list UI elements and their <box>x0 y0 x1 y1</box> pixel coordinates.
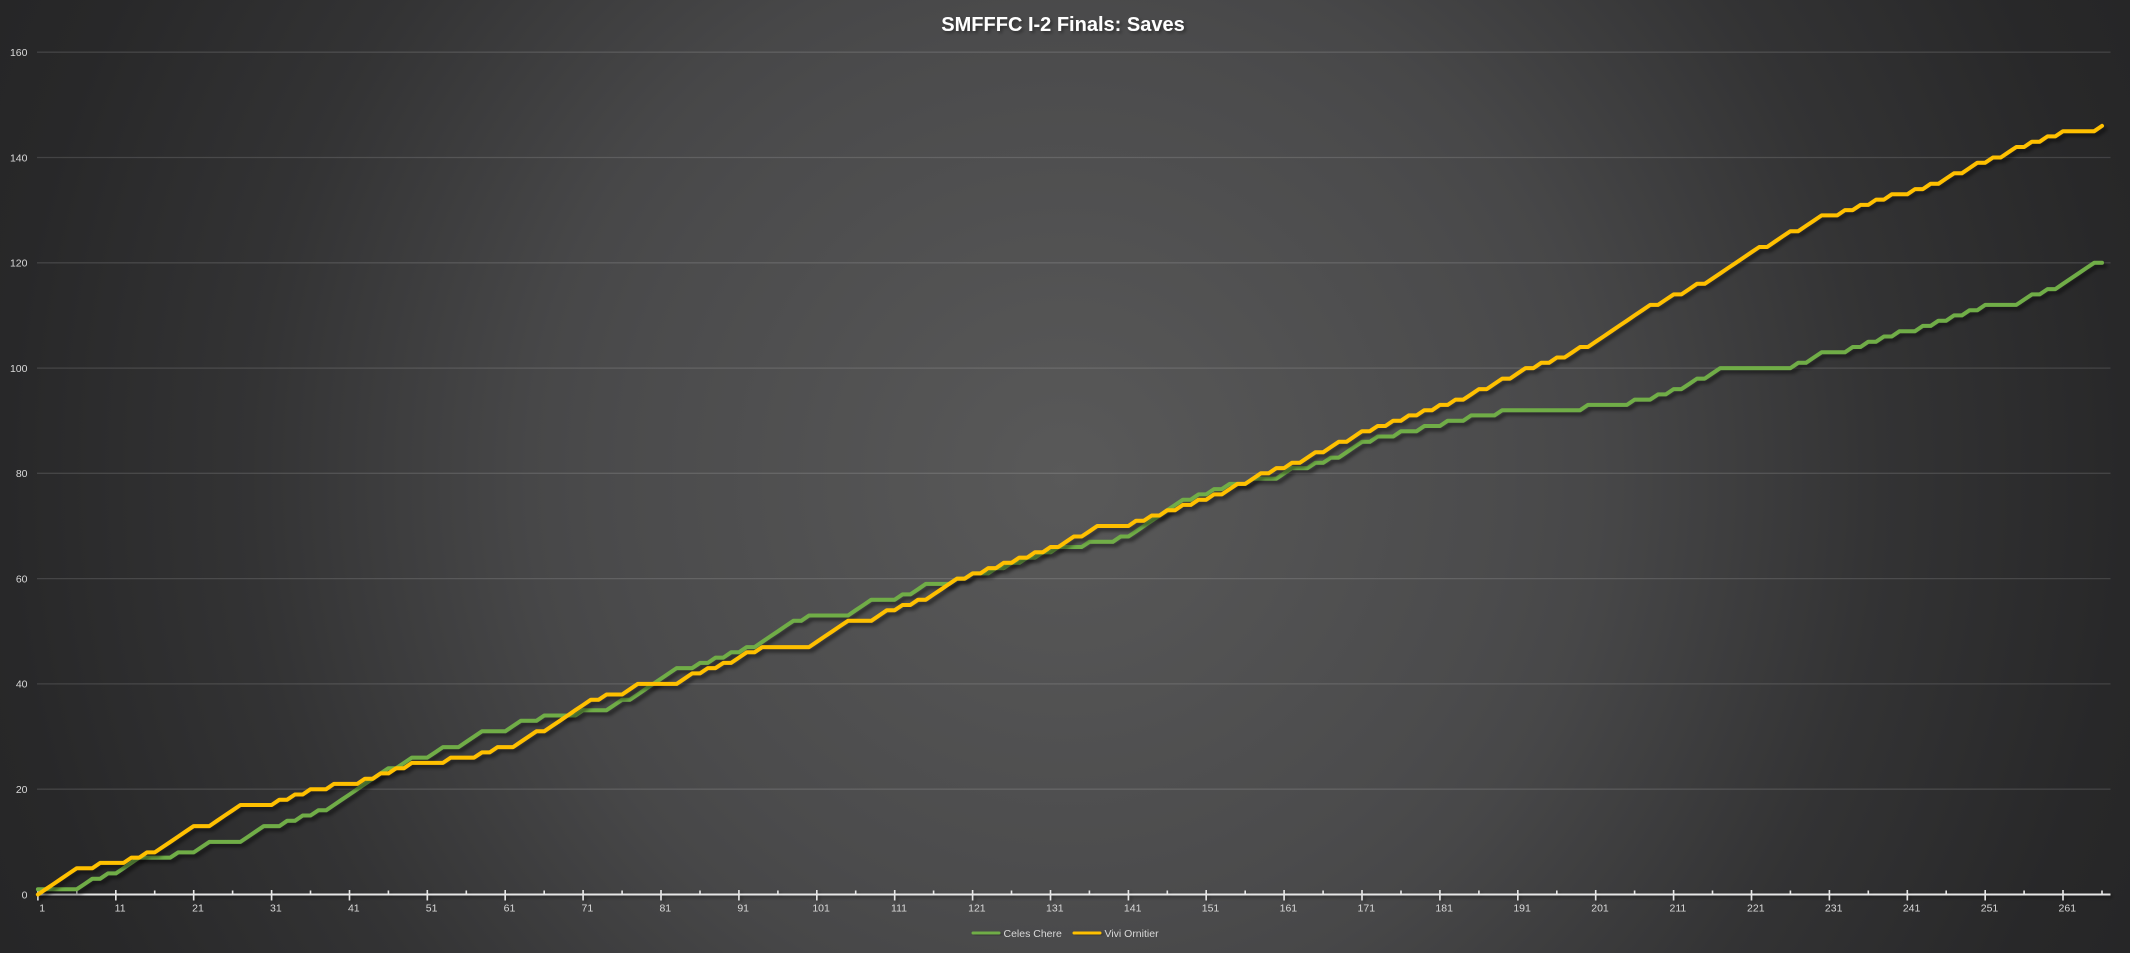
svg-text:Vivi Ornitier: Vivi Ornitier <box>1105 928 1160 940</box>
svg-text:21: 21 <box>192 903 204 915</box>
svg-text:20: 20 <box>16 784 28 796</box>
svg-text:80: 80 <box>16 468 28 480</box>
svg-text:181: 181 <box>1435 903 1453 915</box>
svg-text:91: 91 <box>737 903 749 915</box>
svg-text:251: 251 <box>1981 903 1999 915</box>
svg-text:41: 41 <box>348 903 360 915</box>
svg-text:131: 131 <box>1046 903 1064 915</box>
svg-text:81: 81 <box>659 903 671 915</box>
svg-text:141: 141 <box>1124 903 1142 915</box>
svg-text:140: 140 <box>10 152 28 164</box>
svg-text:121: 121 <box>968 903 986 915</box>
svg-text:261: 261 <box>2059 903 2077 915</box>
svg-text:Celes Chere: Celes Chere <box>1004 928 1063 940</box>
svg-text:51: 51 <box>426 903 438 915</box>
svg-text:151: 151 <box>1202 903 1220 915</box>
svg-text:160: 160 <box>10 47 28 59</box>
svg-text:71: 71 <box>582 903 594 915</box>
svg-text:40: 40 <box>16 679 28 691</box>
svg-text:221: 221 <box>1747 903 1765 915</box>
svg-text:101: 101 <box>812 903 830 915</box>
svg-text:60: 60 <box>16 573 28 585</box>
svg-text:241: 241 <box>1903 903 1921 915</box>
svg-text:111: 111 <box>891 903 907 915</box>
svg-text:161: 161 <box>1280 903 1298 915</box>
svg-text:231: 231 <box>1825 903 1843 915</box>
svg-text:211: 211 <box>1670 903 1687 915</box>
svg-text:120: 120 <box>10 258 28 270</box>
svg-text:11: 11 <box>115 903 126 915</box>
svg-text:61: 61 <box>504 903 516 915</box>
svg-text:191: 191 <box>1513 903 1531 915</box>
svg-text:1: 1 <box>39 903 45 915</box>
svg-text:100: 100 <box>10 363 28 375</box>
svg-text:SMFFFC I-2 Finals: Saves: SMFFFC I-2 Finals: Saves <box>941 14 1184 36</box>
svg-text:0: 0 <box>22 889 28 901</box>
svg-text:201: 201 <box>1591 903 1609 915</box>
svg-text:171: 171 <box>1358 903 1376 915</box>
svg-text:31: 31 <box>270 903 282 915</box>
